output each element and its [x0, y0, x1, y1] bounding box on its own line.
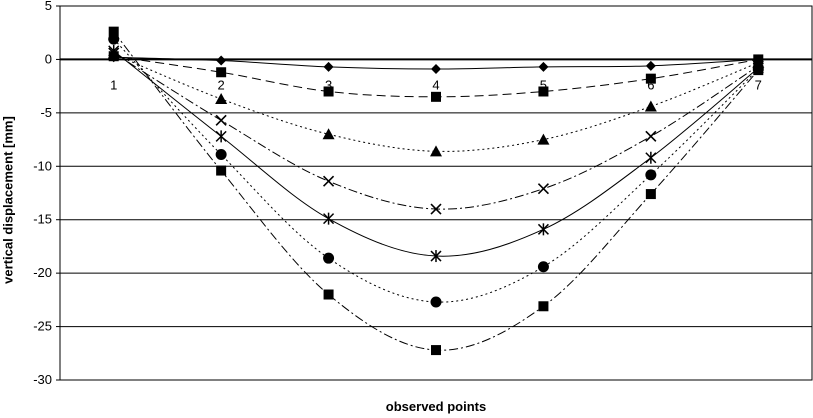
- star-marker: [215, 130, 227, 143]
- tick-labels: 5 0 -5 -10 -15 -20 -25 -30 1 2 3 4 5 6 7: [33, 0, 762, 387]
- y-tick-label: -30: [33, 372, 52, 387]
- x-marker: [537, 183, 549, 195]
- x-marker: [645, 130, 657, 142]
- square-marker: [323, 86, 334, 97]
- circle-marker: [323, 252, 335, 264]
- diamond-marker: [645, 60, 656, 71]
- square-marker: [431, 91, 441, 102]
- x-marker-stroke: [323, 175, 335, 187]
- square-marker: [645, 73, 656, 84]
- circle-marker: [215, 149, 227, 161]
- plot-area-border: [59, 5, 813, 381]
- x-marker-stroke: [645, 130, 657, 142]
- x-tick-label: 2: [218, 77, 225, 92]
- x-marker: [430, 203, 442, 215]
- x-tick-label: 3: [325, 77, 332, 92]
- diamond-marker: [323, 61, 334, 72]
- x-axis-title: observed points: [385, 399, 487, 414]
- axes: [56, 5, 813, 381]
- diamond-marker: [431, 64, 441, 75]
- x-marker: [323, 175, 335, 187]
- star-marker: [108, 44, 120, 57]
- circle-marker: [430, 296, 442, 308]
- y-tick-label: 5: [45, 0, 52, 13]
- x-tick-label: 6: [647, 77, 654, 92]
- circle-marker: [537, 261, 549, 273]
- y-tick-label: -25: [33, 319, 52, 334]
- triangle-marker: [322, 128, 335, 140]
- triangle-marker: [430, 145, 442, 157]
- square-marker: [323, 289, 334, 300]
- y-tick-label: -10: [33, 158, 52, 173]
- y-tick-label: 0: [45, 51, 52, 66]
- diamond-marker: [216, 55, 227, 66]
- x-marker: [215, 114, 227, 126]
- x-marker-stroke: [537, 183, 549, 195]
- circle-marker: [645, 169, 657, 181]
- triangle-marker: [215, 92, 228, 104]
- y-tick-label: -15: [33, 212, 52, 227]
- square-marker: [753, 65, 764, 76]
- x-tick-label: 7: [755, 77, 762, 92]
- x-marker-stroke: [215, 114, 227, 126]
- star-marker: [323, 212, 335, 225]
- star-marker: [430, 250, 442, 263]
- square-marker: [216, 165, 227, 176]
- star-marker: [645, 151, 657, 164]
- square-marker: [108, 26, 119, 37]
- series-markers: [107, 26, 765, 356]
- square-marker: [645, 189, 656, 200]
- square-marker: [538, 86, 549, 97]
- series-line-4: [113, 52, 759, 210]
- gridlines: [60, 5, 812, 381]
- x-marker-stroke: [430, 203, 442, 215]
- y-tick-label: -5: [40, 105, 52, 120]
- x-tick-label: 4: [432, 77, 439, 92]
- y-tick-label: -20: [33, 265, 52, 280]
- x-tick-label: 1: [110, 77, 117, 92]
- square-marker: [538, 301, 549, 312]
- triangle-marker: [644, 100, 657, 112]
- square-marker: [431, 345, 441, 356]
- triangle-marker: [537, 133, 550, 145]
- star-marker: [537, 223, 549, 236]
- diamond-marker: [538, 61, 549, 72]
- y-axis-title: vertical displacement [mm]: [0, 116, 16, 284]
- x-tick-label: 5: [540, 77, 547, 92]
- square-marker: [216, 67, 227, 78]
